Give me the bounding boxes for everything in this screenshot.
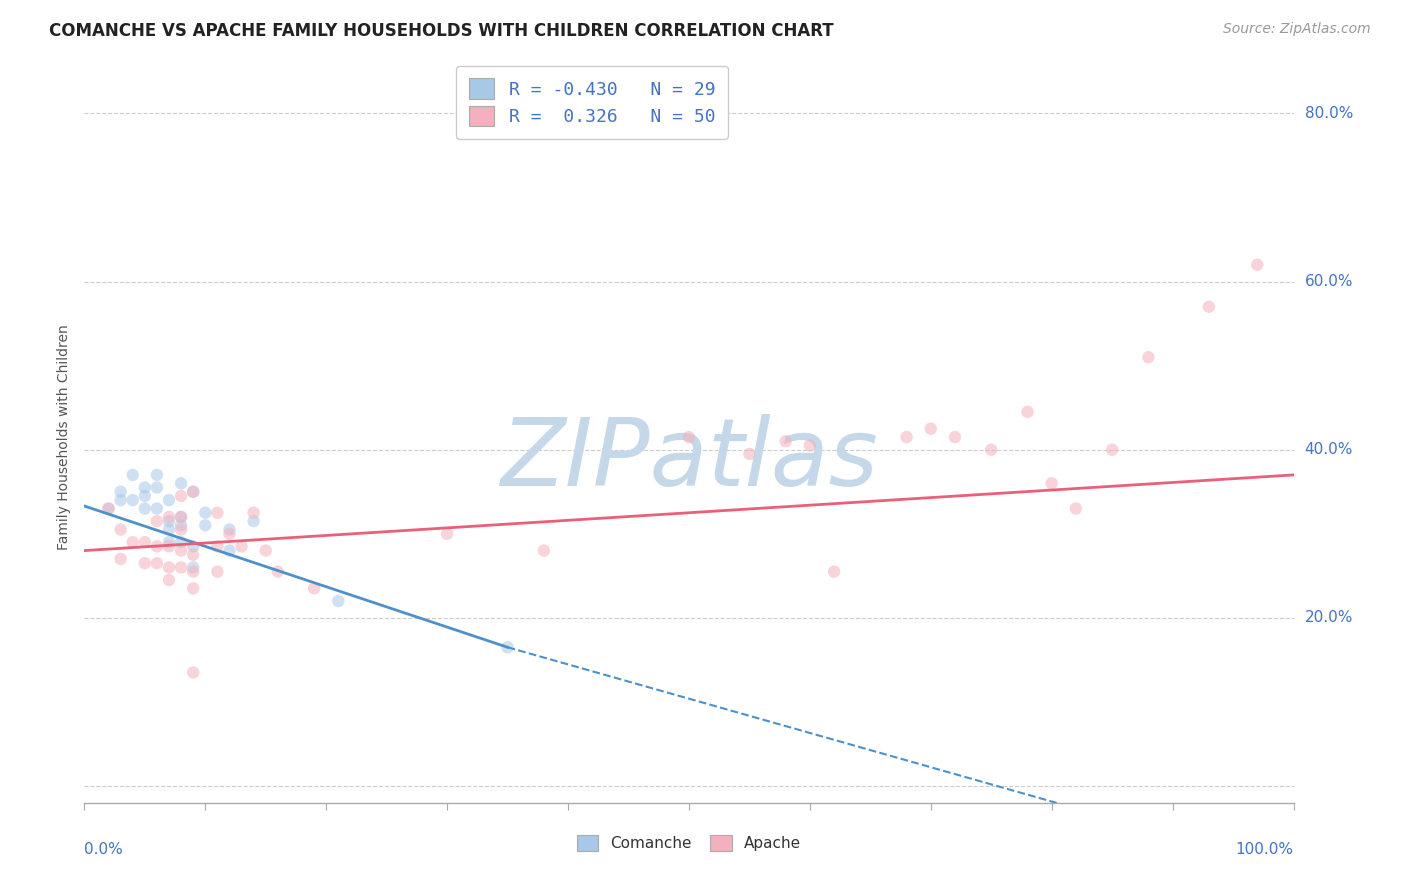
Point: [738, 447, 761, 461]
Text: 60.0%: 60.0%: [1305, 274, 1353, 289]
Point: [1101, 442, 1123, 457]
Point: [146, 501, 169, 516]
Text: COMANCHE VS APACHE FAMILY HOUSEHOLDS WITH CHILDREN CORRELATION CHART: COMANCHE VS APACHE FAMILY HOUSEHOLDS WIT…: [49, 22, 834, 40]
Point: [218, 543, 240, 558]
Point: [157, 535, 180, 549]
Point: [920, 422, 942, 436]
Text: ZIPatlas: ZIPatlas: [501, 414, 877, 505]
Point: [1017, 405, 1039, 419]
Point: [97, 501, 120, 516]
Point: [134, 501, 156, 516]
Text: 0.0%: 0.0%: [84, 842, 124, 856]
Point: [121, 467, 143, 482]
Point: [896, 430, 918, 444]
Point: [157, 514, 180, 528]
Point: [533, 543, 555, 558]
Point: [328, 594, 350, 608]
Point: [170, 510, 193, 524]
Point: [146, 540, 169, 554]
Point: [775, 434, 797, 449]
Point: [181, 484, 204, 499]
Point: [254, 543, 277, 558]
Point: [170, 535, 193, 549]
Point: [157, 510, 180, 524]
Point: [170, 523, 193, 537]
Point: [496, 640, 519, 655]
Point: [157, 573, 180, 587]
Point: [146, 481, 169, 495]
Point: [231, 540, 253, 554]
Point: [170, 543, 193, 558]
Point: [181, 484, 204, 499]
Point: [121, 535, 143, 549]
Text: 100.0%: 100.0%: [1236, 842, 1294, 856]
Point: [823, 565, 845, 579]
Point: [194, 518, 217, 533]
Point: [207, 540, 229, 554]
Point: [242, 514, 264, 528]
Point: [170, 476, 193, 491]
Point: [110, 552, 132, 566]
Point: [207, 506, 229, 520]
Point: [170, 510, 193, 524]
Point: [134, 489, 156, 503]
Text: 20.0%: 20.0%: [1305, 610, 1353, 625]
Point: [146, 514, 169, 528]
Point: [181, 665, 204, 680]
Point: [181, 565, 204, 579]
Point: [170, 518, 193, 533]
Point: [170, 560, 193, 574]
Point: [97, 501, 120, 516]
Point: [1064, 501, 1087, 516]
Point: [943, 430, 966, 444]
Point: [980, 442, 1002, 457]
Point: [218, 526, 240, 541]
Point: [134, 535, 156, 549]
Point: [134, 481, 156, 495]
Point: [207, 565, 229, 579]
Point: [1040, 476, 1063, 491]
Point: [302, 582, 325, 596]
Point: [157, 540, 180, 554]
Legend: Comanche, Apache: Comanche, Apache: [571, 830, 807, 857]
Point: [267, 565, 290, 579]
Point: [181, 582, 204, 596]
Point: [436, 526, 458, 541]
Text: 40.0%: 40.0%: [1305, 442, 1353, 458]
Point: [146, 556, 169, 570]
Point: [242, 506, 264, 520]
Point: [170, 489, 193, 503]
Point: [1137, 350, 1160, 364]
Point: [181, 540, 204, 554]
Text: Source: ZipAtlas.com: Source: ZipAtlas.com: [1223, 22, 1371, 37]
Point: [157, 523, 180, 537]
Point: [181, 548, 204, 562]
Point: [110, 523, 132, 537]
Point: [110, 493, 132, 508]
Point: [134, 556, 156, 570]
Point: [110, 484, 132, 499]
Point: [157, 493, 180, 508]
Point: [218, 523, 240, 537]
Point: [1198, 300, 1220, 314]
Text: 80.0%: 80.0%: [1305, 106, 1353, 121]
Point: [1246, 258, 1268, 272]
Point: [121, 493, 143, 508]
Point: [181, 560, 204, 574]
Y-axis label: Family Households with Children: Family Households with Children: [58, 324, 72, 550]
Point: [194, 506, 217, 520]
Point: [146, 467, 169, 482]
Point: [799, 438, 821, 452]
Point: [157, 560, 180, 574]
Point: [678, 430, 700, 444]
